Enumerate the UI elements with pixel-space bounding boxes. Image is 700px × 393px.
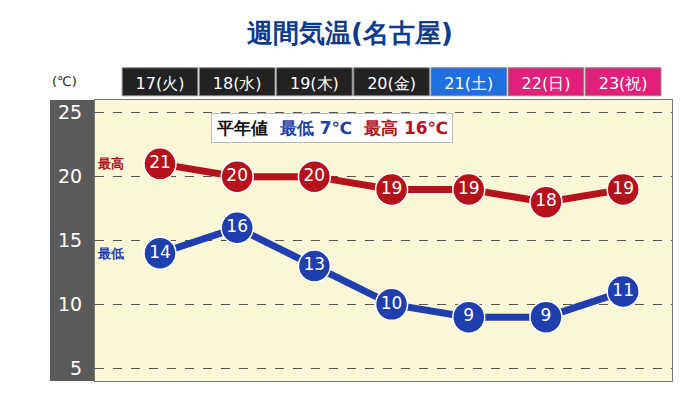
svg-text:19: 19	[612, 178, 634, 198]
svg-text:19(木): 19(木)	[290, 74, 339, 93]
svg-text:18: 18	[535, 190, 557, 210]
svg-text:15: 15	[58, 229, 82, 251]
svg-text:最高: 最高	[97, 156, 124, 171]
svg-text:17(火): 17(火)	[136, 74, 185, 93]
svg-text:19: 19	[381, 178, 403, 198]
svg-text:週間気温(名古屋): 週間気温(名古屋)	[247, 18, 453, 48]
svg-text:18(水): 18(水)	[213, 74, 262, 93]
svg-text:22(日): 22(日)	[522, 74, 571, 93]
svg-text:5: 5	[70, 357, 82, 379]
svg-text:10: 10	[58, 293, 82, 315]
svg-text:20: 20	[304, 165, 326, 185]
svg-text:11: 11	[612, 280, 634, 300]
svg-text:最低: 最低	[97, 246, 124, 261]
svg-text:14: 14	[149, 242, 171, 262]
svg-text:25: 25	[58, 101, 82, 123]
svg-text:23(祝): 23(祝)	[599, 74, 648, 93]
svg-text:21: 21	[149, 152, 171, 172]
svg-text:9: 9	[541, 305, 552, 325]
svg-text:9: 9	[463, 305, 474, 325]
svg-text:平年値 最低 7℃ 最高 16℃: 平年値 最低 7℃ 最高 16℃	[216, 118, 448, 138]
svg-text:16: 16	[226, 216, 248, 236]
svg-text:10: 10	[381, 293, 403, 313]
svg-text:(℃): (℃)	[52, 74, 77, 89]
svg-text:19: 19	[458, 178, 480, 198]
svg-text:13: 13	[304, 254, 326, 274]
svg-text:21(土): 21(土)	[444, 74, 493, 93]
svg-text:20(金): 20(金)	[367, 74, 416, 93]
svg-text:20: 20	[226, 165, 248, 185]
svg-text:20: 20	[58, 165, 82, 187]
